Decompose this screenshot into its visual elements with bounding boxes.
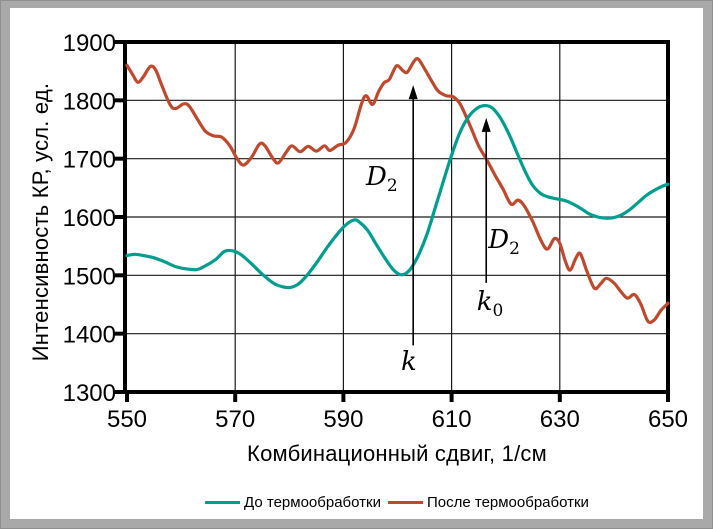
y-tick-label: 1500 xyxy=(63,263,116,290)
x-tick-label: 590 xyxy=(323,406,363,433)
y-tick-label: 1800 xyxy=(63,88,116,115)
legend-label-after: После термообработки xyxy=(426,494,589,511)
legend-label-before: До термообработки xyxy=(244,494,381,511)
legend-item-before-treatment: До термообработки xyxy=(205,494,381,511)
series-line-after-treatment xyxy=(125,56,670,325)
x-tick-label: 610 xyxy=(432,406,472,433)
annotation-label-k: k xyxy=(400,346,417,377)
x-tick-label: 630 xyxy=(540,406,580,433)
legend-line-before-icon xyxy=(205,501,241,504)
y-tick-label: 1700 xyxy=(63,147,116,174)
y-tick-label: 1300 xyxy=(63,380,116,407)
annotation-arrowhead-icon xyxy=(481,117,491,132)
y-tick-label: 1900 xyxy=(63,30,116,57)
x-tick-label: 550 xyxy=(107,406,147,433)
annotation-arrowhead-icon xyxy=(408,85,418,100)
annotation-label-D2: D2 xyxy=(488,225,520,260)
y-tick-label: 1400 xyxy=(63,322,116,349)
x-tick-label: 570 xyxy=(215,406,255,433)
annotation-label-k0: k0 xyxy=(476,286,504,321)
series-line-before-treatment xyxy=(125,103,670,290)
y-axis-title: Интенсивность КР, усл. ед. xyxy=(28,82,53,362)
legend-item-after-treatment: После термообработки xyxy=(387,494,589,511)
x-axis-title: Комбинационный сдвиг, 1/см xyxy=(247,441,547,466)
y-tick-label: 1600 xyxy=(63,205,116,232)
legend-line-after-icon xyxy=(387,501,423,504)
annotation-label-D2: D2 xyxy=(365,162,398,197)
legend: До термообработки После термообработки xyxy=(205,494,589,511)
plot-frame xyxy=(123,40,670,394)
x-tick-label: 650 xyxy=(648,406,688,433)
